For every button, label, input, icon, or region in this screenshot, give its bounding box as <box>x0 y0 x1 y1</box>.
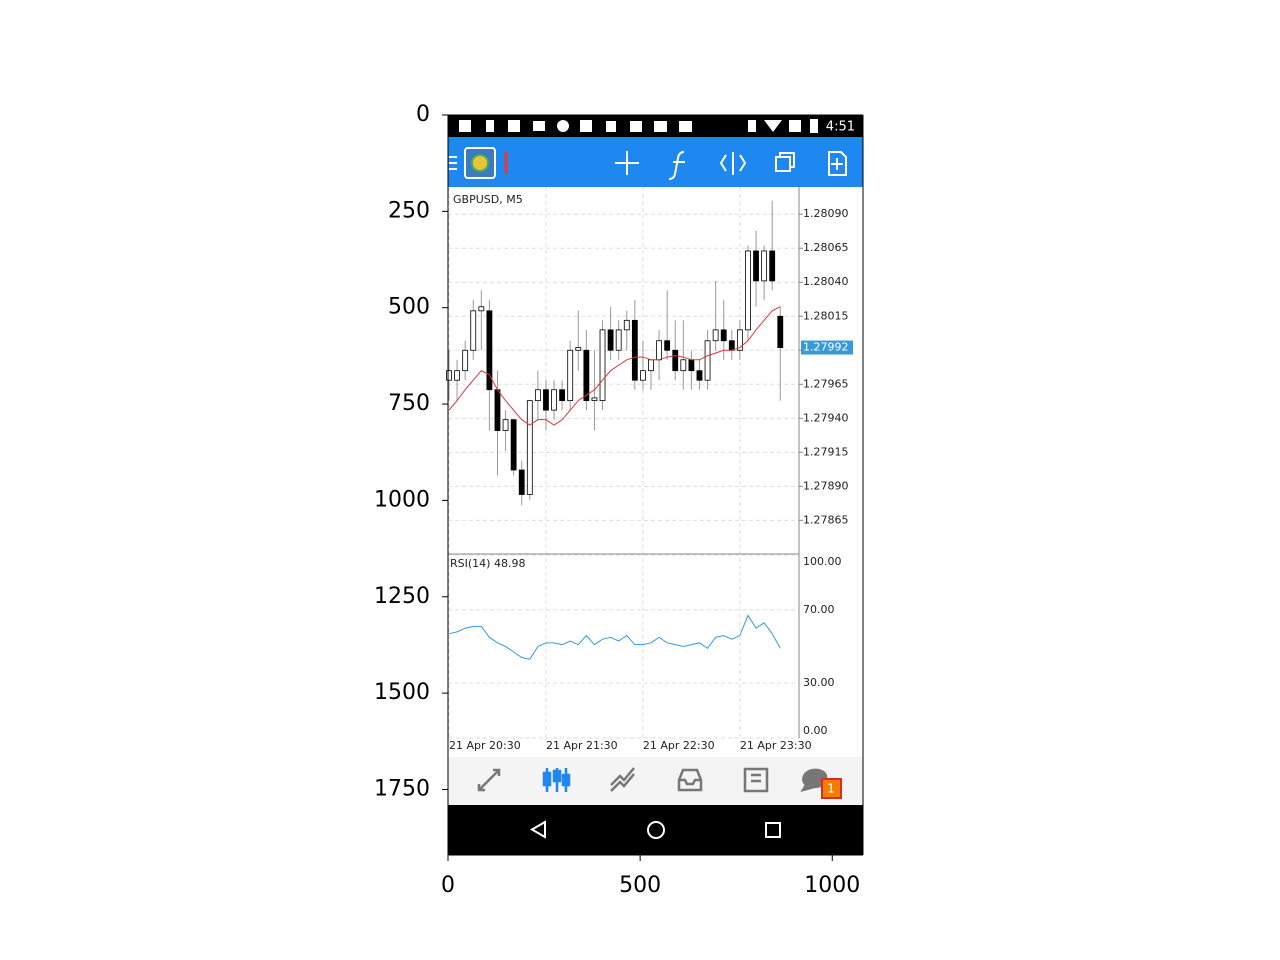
candle-body <box>712 329 719 342</box>
frame-y-tick-label: 500 <box>388 295 430 320</box>
candle-body <box>599 329 606 402</box>
frame-x-tick-label: 500 <box>619 873 661 898</box>
frame-y-tick-label: 250 <box>388 198 430 223</box>
candle-body <box>502 419 509 431</box>
candle-body <box>575 347 582 351</box>
status-icons <box>459 119 818 133</box>
badge-count: 1 <box>827 782 835 796</box>
y-tick-label: 1.28065 <box>803 241 849 254</box>
candle-body <box>454 370 460 381</box>
x-tick-label: 21 Apr 20:30 <box>449 739 521 752</box>
x-tick-label: 21 Apr 21:30 <box>546 739 618 752</box>
candle-body <box>543 389 549 411</box>
android-buttons[interactable] <box>529 820 781 839</box>
candle-body <box>478 306 485 312</box>
y-tick-label: 1.27890 <box>803 479 849 492</box>
candle-body <box>462 349 469 372</box>
rsi-tick-label: 70.00 <box>803 603 835 616</box>
x-tick-label: 21 Apr 22:30 <box>643 739 715 752</box>
candle-body <box>486 310 493 391</box>
candle-body <box>559 389 566 402</box>
candle-body <box>745 250 751 331</box>
status-time: 4:51 <box>826 120 855 135</box>
frame-y-tick-label: 1250 <box>374 584 430 609</box>
frame-x-tick-label: 1000 <box>804 873 860 898</box>
y-tick-label: 1.27940 <box>803 411 849 424</box>
android-nav <box>448 805 863 855</box>
candle-body <box>696 370 703 381</box>
rsi-label: RSI(14) 48.98 <box>450 557 525 570</box>
y-tick-label: 1.28090 <box>803 207 849 220</box>
candle-body <box>688 359 695 372</box>
rsi-tick-label: 100.00 <box>803 555 842 568</box>
candle-body <box>583 349 590 402</box>
candle-body <box>704 340 711 381</box>
candle-body <box>720 329 727 342</box>
symbol-label: GBPUSD, M5 <box>453 193 523 206</box>
candle-body <box>761 250 768 282</box>
x-tick-label: 21 Apr 23:30 <box>740 739 812 752</box>
frame-y-tick-label: 1750 <box>374 776 430 801</box>
candle-body <box>753 250 759 282</box>
candle-body <box>510 419 517 471</box>
y-tick-label: 1.28015 <box>803 309 849 322</box>
y-tick-label: 1.27865 <box>803 513 849 526</box>
candle-body <box>656 340 662 361</box>
candle-body <box>591 397 598 402</box>
candle-body <box>567 349 574 402</box>
frame-y-tick-label: 0 <box>416 102 430 127</box>
candle-body <box>470 310 477 351</box>
frame-x-tick-label: 0 <box>441 873 455 898</box>
candle-body <box>631 319 638 381</box>
phone-screen <box>448 115 863 855</box>
y-tick-label: 1.28040 <box>803 275 849 288</box>
toolbar-icons[interactable] <box>449 147 847 180</box>
bottom-nav-icons[interactable] <box>477 767 828 793</box>
moving-average <box>448 306 781 426</box>
bottom-nav <box>448 757 863 805</box>
frame-y-tick-label: 1500 <box>374 680 430 705</box>
frame-y-tick-label: 1000 <box>374 487 430 512</box>
candle-body <box>736 329 743 351</box>
candle-body <box>615 329 622 351</box>
candle-body <box>551 389 557 411</box>
candle-body <box>607 329 614 351</box>
candle-body <box>664 340 671 351</box>
candle-body <box>672 349 679 372</box>
candle-body <box>680 359 687 372</box>
candle-body <box>534 389 541 402</box>
frame-y-tick-label: 750 <box>388 391 430 416</box>
candle-body <box>518 469 525 495</box>
current-price-label: 1.27992 <box>803 341 849 354</box>
candle-body <box>623 319 630 331</box>
toolbar <box>448 137 863 187</box>
rsi-line <box>448 614 781 660</box>
y-tick-label: 1.27915 <box>803 445 849 458</box>
candle-body <box>728 340 735 351</box>
badge <box>821 778 842 799</box>
y-tick-label: 1.27965 <box>803 377 849 390</box>
chart-area <box>446 187 803 739</box>
rsi-tick-label: 30.00 <box>803 676 835 689</box>
candle-body <box>777 315 784 348</box>
candle-body <box>640 370 646 381</box>
candle-body <box>648 359 654 372</box>
candle-body <box>769 250 776 282</box>
rsi-tick-label: 0.00 <box>803 724 828 737</box>
current-price-box <box>801 340 853 355</box>
candle-body <box>494 389 501 431</box>
candle-body <box>526 400 533 495</box>
candle-body <box>446 370 452 381</box>
